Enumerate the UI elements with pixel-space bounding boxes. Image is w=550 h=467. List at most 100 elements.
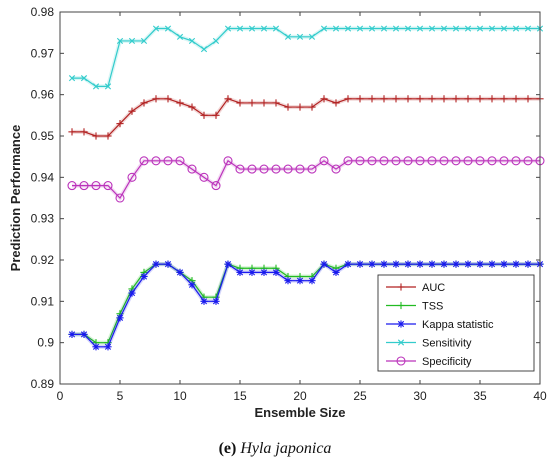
data-point [379, 156, 389, 166]
x-tick-label: 25 [353, 389, 367, 403]
data-point [224, 95, 232, 103]
data-point [427, 156, 437, 166]
legend-swatch-marker [396, 356, 406, 366]
series-specificity [67, 156, 545, 203]
data-point [200, 46, 208, 53]
data-point [524, 95, 532, 103]
data-point [355, 156, 365, 166]
y-tick-label: 0.97 [31, 46, 55, 60]
data-point [104, 132, 112, 140]
data-point [91, 181, 101, 191]
data-point [487, 156, 497, 166]
data-point [380, 25, 388, 32]
data-point [188, 103, 196, 111]
series-layer [67, 25, 545, 351]
data-point [344, 25, 352, 32]
legend: AUC TSS Kappa statistic Sensitivity Specific… [377, 274, 535, 372]
data-point [188, 37, 196, 45]
data-point [428, 260, 436, 268]
data-point [128, 289, 136, 297]
data-point [452, 260, 460, 268]
caption-species: Hyla japonica [240, 440, 332, 457]
data-point [500, 260, 508, 268]
data-point [439, 156, 449, 166]
data-point [224, 260, 232, 268]
data-point [212, 111, 220, 119]
data-point [80, 128, 88, 136]
legend-entry: Kappa statistic [386, 319, 494, 331]
ticks-layer: 0 5 10 15 20 25 30 35 40 0.89 0.9 0.91 0.92 0.93 0.94 0… [31, 5, 547, 403]
data-point [116, 120, 124, 128]
legend-entry: TSS [386, 301, 443, 313]
data-point [284, 277, 292, 285]
data-point [200, 297, 208, 305]
data-point [295, 164, 305, 174]
data-point [68, 75, 76, 82]
data-point [200, 111, 208, 119]
data-point [164, 25, 172, 32]
series-line [72, 98, 540, 137]
data-point [488, 95, 496, 103]
data-point [248, 99, 256, 107]
series-auc [68, 95, 544, 140]
data-point [332, 268, 340, 276]
data-point [464, 25, 472, 32]
y-tick-label: 0.98 [31, 5, 55, 19]
legend-swatch-marker [397, 283, 405, 291]
data-point [236, 268, 244, 276]
data-point [223, 156, 233, 166]
legend-entry: Specificity [386, 356, 472, 368]
data-point [488, 25, 496, 32]
data-point [416, 25, 424, 32]
legend-label: Kappa statistic [422, 319, 494, 331]
data-point [164, 95, 172, 103]
data-point [272, 99, 280, 107]
data-point [259, 164, 269, 174]
data-point [68, 330, 76, 338]
data-point [331, 164, 341, 174]
data-point [332, 99, 340, 107]
data-point [128, 107, 136, 115]
data-point [512, 260, 520, 268]
y-tick-label: 0.91 [31, 294, 55, 308]
data-point [404, 25, 412, 32]
data-point [80, 330, 88, 338]
data-point [308, 103, 316, 111]
data-point [368, 260, 376, 268]
data-point [464, 260, 472, 268]
data-point [80, 75, 88, 82]
data-point [92, 343, 100, 351]
y-tick-label: 0.92 [31, 253, 55, 267]
data-point [175, 156, 185, 166]
data-point [476, 25, 484, 32]
data-point [343, 156, 353, 166]
data-point [488, 260, 496, 268]
data-point [308, 33, 316, 40]
data-point [344, 95, 352, 103]
data-point [392, 95, 400, 103]
data-point [79, 181, 89, 191]
data-point [116, 37, 124, 45]
data-point [512, 25, 520, 32]
data-point [452, 95, 460, 103]
data-point [139, 156, 149, 166]
data-point [284, 103, 292, 111]
data-point [260, 268, 268, 276]
data-point [211, 181, 221, 191]
data-point [284, 33, 292, 40]
y-tick-label: 0.96 [31, 88, 55, 102]
data-point [283, 164, 293, 174]
x-tick-label: 40 [533, 389, 547, 403]
data-point [260, 25, 268, 32]
data-point [140, 37, 148, 45]
data-point [367, 156, 377, 166]
data-point [224, 25, 232, 32]
x-axis-label: Ensemble Size [254, 405, 345, 420]
data-point [68, 128, 76, 136]
y-tick-label: 0.9 [37, 336, 54, 350]
data-point [235, 164, 245, 174]
data-point [92, 83, 100, 90]
data-point [140, 272, 148, 281]
data-point [151, 156, 161, 166]
x-tick-label: 15 [233, 389, 247, 403]
